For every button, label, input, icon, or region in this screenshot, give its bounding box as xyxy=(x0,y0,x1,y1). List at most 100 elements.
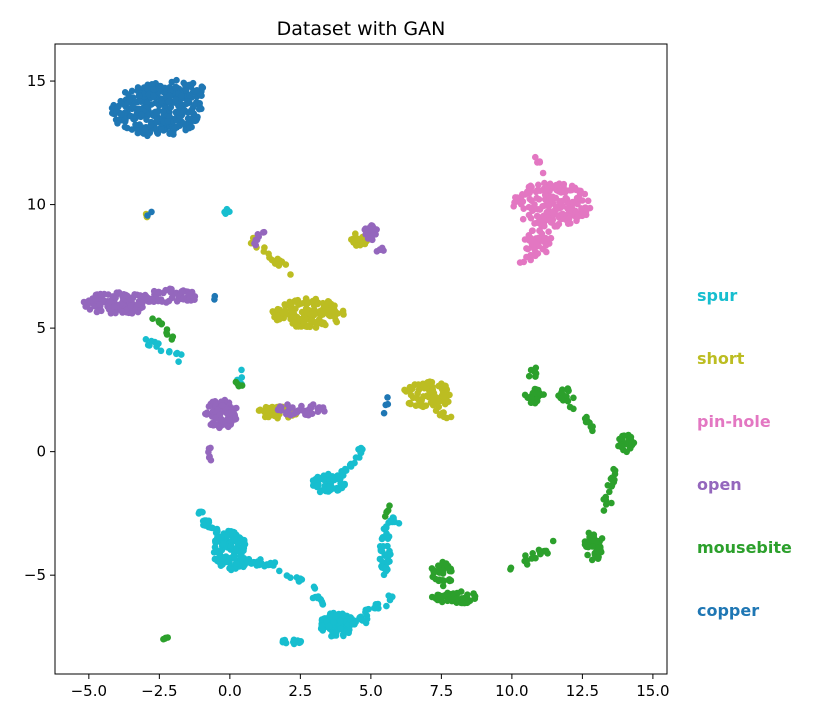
point-spur xyxy=(326,613,334,620)
point-open xyxy=(97,290,104,298)
point-short xyxy=(418,402,426,410)
point-spur xyxy=(208,524,216,531)
point-mousebite xyxy=(597,546,604,554)
point-spur xyxy=(325,622,333,630)
point-short xyxy=(288,310,296,317)
point-mousebite xyxy=(598,535,606,542)
point-mousebite xyxy=(608,483,615,490)
point-mousebite xyxy=(435,577,443,585)
point-copper xyxy=(168,78,176,86)
point-pin-hole xyxy=(541,222,548,230)
point-pin-hole xyxy=(534,213,542,220)
point-copper xyxy=(176,109,184,116)
point-pin-hole xyxy=(527,182,534,190)
point-mousebite xyxy=(442,560,450,567)
point-open xyxy=(136,292,144,299)
point-copper xyxy=(195,105,203,113)
point-pin-hole xyxy=(534,206,542,213)
point-spur xyxy=(222,210,229,217)
point-pin-hole xyxy=(556,198,563,205)
y-tick-label: −5 xyxy=(24,566,46,584)
point-copper xyxy=(143,116,150,123)
point-mousebite xyxy=(532,554,539,562)
point-short xyxy=(441,382,449,390)
point-mousebite xyxy=(595,553,602,561)
point-short xyxy=(418,398,425,405)
point-pin-hole xyxy=(553,181,560,189)
point-open xyxy=(205,403,213,410)
point-spur xyxy=(270,562,277,569)
point-copper xyxy=(117,111,125,118)
point-spur xyxy=(337,480,344,487)
point-pin-hole xyxy=(523,188,531,196)
point-mousebite xyxy=(533,397,541,405)
point-short xyxy=(326,307,333,315)
point-mousebite xyxy=(444,597,451,605)
point-pin-hole xyxy=(572,207,579,215)
point-spur xyxy=(382,564,390,571)
point-open xyxy=(145,295,152,302)
point-short xyxy=(308,310,315,318)
point-open xyxy=(127,295,135,303)
point-open xyxy=(308,410,316,418)
point-pin-hole xyxy=(542,242,550,249)
point-spur xyxy=(261,562,268,570)
point-copper xyxy=(186,124,193,132)
point-short xyxy=(429,386,436,394)
point-spur xyxy=(310,583,318,591)
point-short xyxy=(325,298,333,306)
point-mousebite xyxy=(593,537,600,545)
point-mousebite xyxy=(235,382,243,390)
point-mousebite xyxy=(162,634,169,642)
point-pin-hole xyxy=(530,245,538,253)
point-mousebite xyxy=(559,397,567,404)
point-open xyxy=(289,404,296,411)
point-open xyxy=(91,302,98,310)
y-tick-label: 10 xyxy=(27,196,46,214)
point-mousebite xyxy=(457,588,465,595)
point-mousebite xyxy=(540,391,547,398)
point-mousebite xyxy=(149,315,156,323)
point-short xyxy=(312,295,320,303)
point-short xyxy=(271,258,278,266)
point-spur xyxy=(318,622,326,629)
point-copper xyxy=(138,111,145,118)
point-mousebite xyxy=(428,593,436,601)
point-spur xyxy=(340,611,347,619)
point-mousebite xyxy=(549,537,557,545)
point-spur xyxy=(309,477,317,484)
point-copper xyxy=(166,130,173,137)
x-axis: −5.0 −2.5 0.0 2.5 5.0 7.5 10.0 12.5 15.0 xyxy=(71,674,670,700)
point-mousebite xyxy=(532,370,540,377)
point-spur xyxy=(337,625,344,633)
point-spur xyxy=(357,449,364,457)
point-spur xyxy=(332,613,339,620)
legend-entry-short: short xyxy=(697,349,745,368)
point-pin-hole xyxy=(523,245,530,252)
point-open xyxy=(284,401,291,408)
point-open xyxy=(131,291,138,298)
point-open xyxy=(93,308,101,316)
point-pin-hole xyxy=(584,197,592,205)
point-open xyxy=(96,301,104,308)
point-pin-hole xyxy=(583,205,590,213)
point-pin-hole xyxy=(569,198,576,206)
point-spur xyxy=(326,484,334,492)
point-open xyxy=(167,288,174,296)
point-open xyxy=(369,225,377,233)
point-pin-hole xyxy=(553,223,561,230)
point-spur xyxy=(377,547,385,554)
point-copper xyxy=(121,123,129,131)
point-open xyxy=(92,295,99,302)
point-spur xyxy=(217,534,225,541)
point-mousebite xyxy=(429,573,437,581)
point-pin-hole xyxy=(561,189,569,196)
point-short xyxy=(420,383,427,390)
point-pin-hole xyxy=(545,228,552,235)
point-spur xyxy=(340,472,347,479)
point-copper xyxy=(157,97,165,105)
point-mousebite xyxy=(620,432,628,440)
point-spur xyxy=(227,542,235,550)
point-short xyxy=(412,402,420,410)
point-pin-hole xyxy=(529,227,536,234)
